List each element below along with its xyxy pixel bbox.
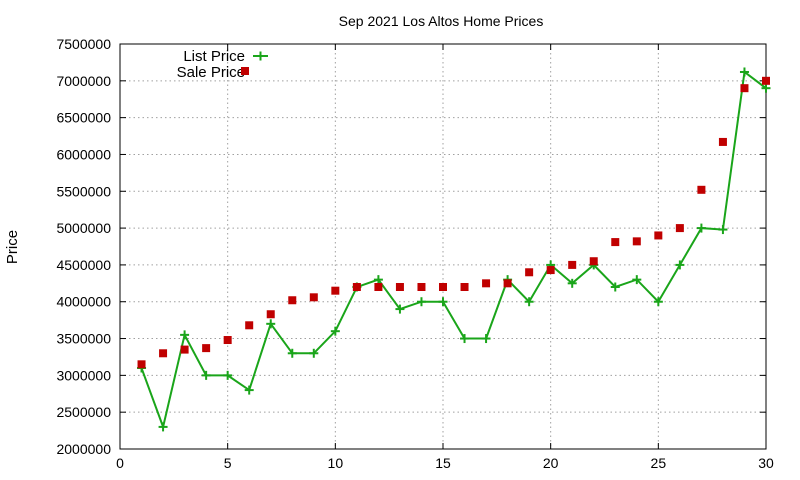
list-price-point bbox=[266, 319, 276, 329]
list-price-point bbox=[395, 304, 405, 314]
x-tick-label: 0 bbox=[116, 455, 124, 471]
sale-price-point bbox=[654, 231, 663, 240]
list-price-point bbox=[201, 370, 211, 380]
list-price-point bbox=[610, 282, 620, 292]
list-price-point bbox=[244, 385, 254, 395]
list-price-point bbox=[416, 297, 426, 307]
sale-price-point bbox=[762, 76, 770, 85]
y-tick-label: 4500000 bbox=[56, 257, 111, 273]
sale-price-point bbox=[331, 286, 340, 295]
y-tick-label: 6000000 bbox=[56, 146, 111, 162]
sale-price-point bbox=[374, 283, 383, 291]
list-price-point bbox=[524, 297, 534, 307]
y-tick-label: 3000000 bbox=[56, 367, 111, 383]
grid bbox=[120, 44, 766, 449]
y-tick-label: 7000000 bbox=[56, 73, 111, 89]
series-line-list-price bbox=[140, 70, 767, 431]
list-price-point bbox=[632, 275, 642, 285]
list-price-point bbox=[309, 348, 319, 358]
sale-price-point bbox=[202, 344, 211, 353]
sale-price-point bbox=[589, 257, 598, 266]
sale-price-point bbox=[223, 336, 232, 345]
sale-price-point bbox=[395, 283, 404, 291]
sale-price-point bbox=[417, 283, 426, 291]
list-price-point bbox=[330, 326, 340, 336]
y-tick-label: 6500000 bbox=[56, 110, 111, 126]
sale-price-point bbox=[568, 260, 577, 269]
legend-label-list-price: List Price bbox=[183, 48, 245, 65]
list-price-point bbox=[287, 348, 297, 358]
list-price-point bbox=[675, 260, 685, 270]
list-price-point bbox=[460, 334, 470, 344]
chart-title: Sep 2021 Los Altos Home Prices bbox=[339, 13, 544, 29]
x-tick-label: 25 bbox=[651, 455, 667, 471]
sale-price-point bbox=[309, 293, 318, 302]
legend-plus-marker bbox=[256, 51, 265, 61]
list-price-point bbox=[718, 225, 728, 235]
series bbox=[137, 67, 771, 432]
sale-price-point bbox=[675, 224, 684, 233]
list-price-point bbox=[373, 275, 383, 285]
list-price-point bbox=[696, 223, 706, 233]
sale-price-point bbox=[137, 360, 146, 369]
sale-price-point bbox=[352, 283, 361, 291]
list-price-point bbox=[739, 67, 749, 77]
list-price-point bbox=[481, 334, 491, 344]
x-tick-label: 5 bbox=[224, 455, 232, 471]
list-price-point bbox=[761, 83, 771, 93]
sale-price-point bbox=[697, 185, 706, 194]
list-price-point bbox=[567, 278, 577, 288]
list-price-point bbox=[158, 422, 168, 432]
sale-price-point bbox=[439, 283, 447, 291]
sale-price-point bbox=[460, 283, 469, 291]
legend: List Price Sale Price bbox=[177, 48, 268, 81]
axis-ticks: 0 5 10 15 20 25 30 2000000 2500000 3000000 3500000… bbox=[56, 36, 774, 471]
legend-label-sale-price: Sale Price bbox=[177, 64, 245, 81]
y-tick-label: 7500000 bbox=[56, 36, 111, 52]
y-tick-label: 3500000 bbox=[56, 331, 111, 347]
list-price-point bbox=[223, 370, 233, 380]
sale-price-point bbox=[482, 279, 491, 288]
y-axis-label: Price bbox=[4, 230, 21, 264]
sale-price-point bbox=[611, 238, 620, 247]
list-price-point bbox=[653, 297, 663, 307]
sale-price-point bbox=[245, 321, 254, 330]
y-tick-label: 5000000 bbox=[56, 220, 111, 236]
list-price-point bbox=[438, 297, 448, 307]
sale-price-point bbox=[503, 279, 512, 288]
sale-price-point bbox=[180, 345, 189, 354]
x-tick-label: 15 bbox=[435, 455, 451, 471]
x-tick-label: 10 bbox=[328, 455, 344, 471]
sale-price-point bbox=[266, 310, 275, 319]
y-tick-label: 5500000 bbox=[56, 183, 111, 199]
y-tick-label: 2500000 bbox=[56, 404, 111, 420]
x-tick-label: 30 bbox=[758, 455, 774, 471]
sale-price-point bbox=[546, 266, 555, 275]
legend-swatch-sale-price bbox=[241, 67, 249, 75]
sale-price-point bbox=[159, 349, 168, 358]
sale-price-point bbox=[288, 296, 297, 305]
y-tick-label: 4000000 bbox=[56, 294, 111, 310]
y-tick-label: 2000000 bbox=[56, 441, 111, 457]
sale-price-point bbox=[718, 137, 727, 146]
list-price-point bbox=[180, 330, 190, 340]
sale-price-point bbox=[740, 84, 749, 93]
x-tick-label: 20 bbox=[543, 455, 559, 471]
sale-price-point bbox=[525, 268, 534, 277]
sale-price-point bbox=[632, 237, 641, 246]
